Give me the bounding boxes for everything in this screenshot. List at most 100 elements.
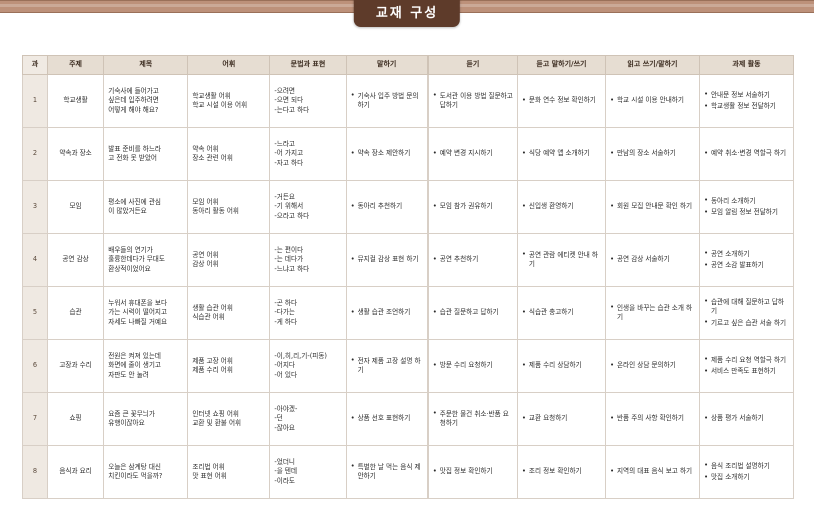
- cell-title-line: 치킨이라도 먹을까?: [108, 472, 163, 480]
- cell-grammar-line: -게 하다: [274, 317, 298, 326]
- cell-theme: 공연 감상: [46, 233, 105, 287]
- table-row: 5 습관 누워서 휴대폰을 보다 가는 시력이 떨어지고 자세도 나빠질 거예요 생활 습…: [22, 286, 428, 340]
- cell-grammar-line: -이,히,리,기-(피동): [274, 351, 327, 360]
- cell-listen-speak-write: 신입생 환영하기: [516, 180, 606, 234]
- header-listening: 듣기: [427, 55, 518, 75]
- cell-grammar-line: -는 편이다: [274, 245, 304, 254]
- cell-theme: 쇼핑: [46, 392, 105, 446]
- header-lesson-title: 제목: [103, 55, 189, 75]
- list-item: 약속 장소 제안하기: [351, 149, 423, 159]
- cell-listening-list: 예약 변경 지시하기: [433, 149, 513, 159]
- list-item: 지역의 대표 음식 보고 하기: [610, 467, 695, 477]
- cell-grammar-line: -아야겠-: [274, 404, 298, 413]
- cell-grammar-line: -느라고: [274, 139, 295, 148]
- cell-listen-speak-write-list: 교환 요청하기: [522, 414, 601, 424]
- list-item: 식당 예약 앱 소개하기: [522, 149, 601, 159]
- cell-speaking-list: 약속 장소 제안하기: [351, 149, 423, 159]
- cell-grammar-line: -다가는: [274, 308, 295, 317]
- content-sheet: 과 주제 제목 어휘 문법과 표현 말하기 1 학교생활 기숙사에 들어가고 싶은데 …: [0, 55, 814, 499]
- cell-grammar-line: -어 가지고: [274, 149, 304, 158]
- list-item: 동아리 추천하기: [351, 202, 423, 212]
- header-listen-speak-write: 듣고 말하기/쓰기: [516, 55, 606, 75]
- list-item: 제품 수리 상담하기: [522, 361, 601, 371]
- list-item: 조리 정보 확인하기: [522, 467, 601, 477]
- cell-vocab-line: 학교 시설 이용 어휘: [192, 101, 248, 109]
- cell-theme: 약속과 장소: [46, 127, 105, 181]
- cell-grammar: -아야겠- -던 -잖아요: [269, 392, 347, 446]
- cell-read-write-speak-list: 반품 주의 사항 확인하기: [610, 414, 695, 424]
- table-row: 예약 변경 지시하기 식당 예약 앱 소개하기 만남의 장소 서술하기 예약 취소·변…: [427, 127, 795, 181]
- cell-speaking-list: 기숙사 입주 방법 문의하기: [351, 91, 423, 111]
- list-item: 교환 요청하기: [522, 414, 601, 424]
- cell-listen-speak-write-list: 공연 관람 에티켓 안내 하기: [522, 250, 601, 270]
- cell-vocab: 인터넷 쇼핑 어휘 교환 및 환불 어휘: [187, 392, 271, 446]
- cell-grammar-line: -잖아요: [274, 423, 295, 432]
- header-task-activity: 과제 활동: [698, 55, 795, 75]
- cell-title-line: 유행이잖아요: [108, 419, 145, 427]
- cell-vocab-line: 약속 어휘: [192, 144, 219, 153]
- cell-lesson-number: 7: [22, 392, 48, 446]
- cell-lesson-number: 2: [22, 127, 48, 181]
- cell-grammar-line: -을 텐데: [274, 467, 298, 476]
- cell-theme: 모임: [46, 180, 105, 234]
- cell-listening-list: 모임 참가 권유하기: [433, 202, 513, 212]
- cell-speaking: 기숙사 입주 방법 문의하기: [345, 74, 428, 128]
- cell-read-write-speak-list: 만남의 장소 서술하기: [610, 149, 695, 159]
- list-item: 도서관 이용 방법 질문하고 답하기: [433, 91, 513, 111]
- cell-lesson-number: 3: [22, 180, 48, 234]
- cell-grammar-line: -어 있다: [274, 370, 298, 379]
- table-row: 2 약속과 장소 발표 준비를 하느라 고 전화 못 받았어 약속 어휘 장소 관련 어휘…: [22, 127, 428, 181]
- left-header-row: 과 주제 제목 어휘 문법과 표현 말하기: [22, 55, 428, 75]
- cell-listening: 공연 추천하기: [427, 233, 518, 287]
- cell-vocab-line: 장소 관련 어휘: [192, 154, 233, 162]
- cell-title: 오늘은 삼계탕 대신 치킨이라도 먹을까?: [103, 445, 189, 499]
- cell-listen-speak-write: 식당 예약 앱 소개하기: [516, 127, 606, 181]
- cell-grammar: -는 편이다 -는 데다가 -느냐고 하다: [269, 233, 347, 287]
- cell-read-write-speak: 반품 주의 사항 확인하기: [604, 392, 700, 446]
- table-row: 4 공연 감상 배우들의 연기가 훌륭한데다가 무대도 환상적이었어요 공연 어휘 감상 어…: [22, 233, 428, 287]
- list-item: 학교 시설 이용 안내하기: [610, 96, 695, 106]
- cell-title-line: 훌륭한데다가 무대도: [108, 255, 165, 264]
- cell-title-line: 어떻게 해야 해요?: [108, 105, 159, 114]
- cell-vocab-line: 제품 수리 어휘: [192, 366, 233, 374]
- cell-grammar: -느라고 -어 가지고 -자고 하다: [269, 127, 347, 181]
- cell-title-line: 기숙사에 들어가고: [108, 86, 159, 95]
- list-item: 반품 주의 사항 확인하기: [610, 414, 695, 424]
- cell-listen-speak-write: 공연 관람 에티켓 안내 하기: [516, 233, 606, 287]
- cell-title: 요즘 큰 꽃무늬가 유행이잖아요: [103, 392, 189, 446]
- header-read-write-speak: 읽고 쓰기/말하기: [604, 55, 700, 75]
- cell-read-write-speak: 지역의 대표 음식 보고 하기: [604, 445, 700, 499]
- list-item: 신입생 환영하기: [522, 202, 601, 212]
- cell-title-line: 누워서 휴대폰을 보다: [108, 298, 168, 307]
- cell-listening-list: 공연 추천하기: [433, 255, 513, 265]
- cell-vocab-line: 학교생활 어휘: [192, 91, 231, 100]
- list-item: 습관 질문하고 답하기: [433, 308, 513, 318]
- cell-speaking-list: 생활 습관 조언하기: [351, 308, 423, 318]
- cell-read-write-speak: 공연 감상 서술하기: [604, 233, 700, 287]
- list-item: 생활 습관 조언하기: [351, 308, 423, 318]
- cell-task-activity: 동아리 소개하기모임 알림 정보 전달하기: [698, 180, 795, 234]
- cell-title-line: 배우들의 연기가: [108, 245, 153, 254]
- cell-vocab: 제품 고장 어휘 제품 수리 어휘: [187, 339, 271, 393]
- list-item: 안내문 정보 서술하기: [704, 90, 789, 100]
- cell-grammar-line: -으려면: [274, 86, 295, 95]
- cell-speaking-list: 특별한 날 먹는 음식 제안하기: [351, 462, 423, 482]
- list-item: 온라인 상담 문의하기: [610, 361, 695, 371]
- list-item: 뮤지컬 감상 표현 하기: [351, 255, 423, 265]
- cell-listening: 예약 변경 지시하기: [427, 127, 518, 181]
- page-banner: 교재 구성: [0, 0, 814, 30]
- cell-title-line: 자판도 안 눌려: [108, 370, 149, 379]
- cell-read-write-speak-list: 온라인 상담 문의하기: [610, 361, 695, 371]
- cell-listening-list: 주문한 물건 취소·반품 요청하기: [433, 409, 513, 429]
- header-theme: 주제: [46, 55, 105, 75]
- header-grammar: 문법과 표현: [269, 55, 347, 75]
- list-item: 제품 수리 요청 역할극 하기: [704, 355, 789, 365]
- list-item: 예약 취소·변경 역할극 하기: [704, 149, 789, 159]
- cell-task-activity: 음식 조리법 설명하기맛집 소개하기: [698, 445, 795, 499]
- table-row: 6 고장과 수리 전원은 켜져 있는데 화면에 줄이 생기고 자판도 안 눌려 제품 고장…: [22, 339, 428, 393]
- list-item: 기르고 싶은 습관 서술 하기: [704, 318, 789, 328]
- cell-title-line: 자세도 나빠질 거예요: [108, 317, 168, 326]
- cell-task-activity-list: 안내문 정보 서술하기학교생활 정보 전달하기: [704, 90, 789, 112]
- right-panel: 듣기 듣고 말하기/쓰기 읽고 쓰기/말하기 과제 활동 도서관 이용 방법 질…: [427, 55, 795, 499]
- cell-title: 전원은 켜져 있는데 화면에 줄이 생기고 자판도 안 눌려: [103, 339, 189, 393]
